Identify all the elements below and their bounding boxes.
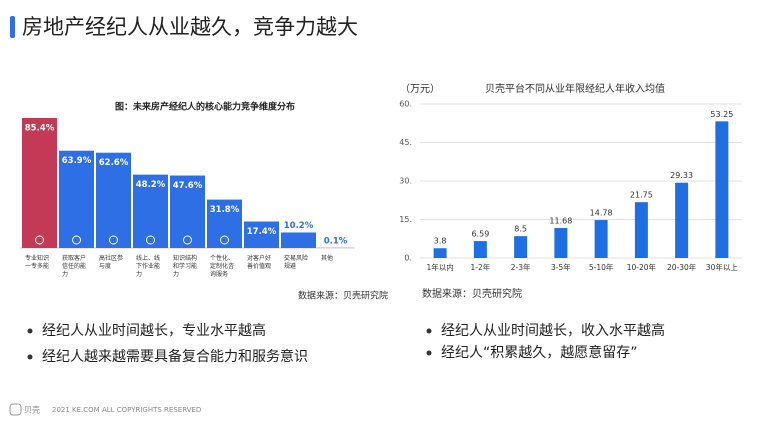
x-tick-label: 高社区参与度 xyxy=(99,254,123,270)
x-tick-label: 3-5年 xyxy=(551,262,571,272)
value-label: 14.78 xyxy=(590,209,613,218)
bar-icon xyxy=(220,235,229,245)
slide-title: 房地产经纪人从业越久，竞争力越大 xyxy=(22,15,358,39)
x-tick-label: 1-2年 xyxy=(471,262,491,272)
value-label: 11.68 xyxy=(549,217,572,226)
x-tick-label: 其他 xyxy=(321,254,333,262)
value-label: 0.1% xyxy=(324,236,348,246)
bar-icon xyxy=(35,235,44,245)
bullet xyxy=(27,354,33,360)
x-tick-label: 1年以内 xyxy=(426,262,453,272)
bar xyxy=(59,150,94,248)
value-label: 8.5 xyxy=(514,225,527,234)
bar xyxy=(281,232,316,248)
bar xyxy=(22,118,57,248)
value-label: 47.6% xyxy=(173,181,203,191)
value-label: 6.59 xyxy=(471,230,489,239)
x-tick-label: 20-30年 xyxy=(667,262,697,272)
value-label: 3.8 xyxy=(434,237,447,246)
bullet xyxy=(426,350,432,356)
chart-title: 图：未来房产经纪人的核心能力竞争维度分布 xyxy=(115,101,295,113)
bar-icon xyxy=(72,235,81,245)
bar xyxy=(594,220,608,258)
bar xyxy=(514,236,528,258)
value-label: 48.2% xyxy=(136,180,166,190)
x-tick-label: 2-3年 xyxy=(511,262,531,272)
x-tick-label: 专业知识一专多能 xyxy=(25,254,49,270)
title-accent xyxy=(10,16,15,38)
value-label: 29.33 xyxy=(670,171,693,180)
x-tick-label: 个性化、定制化咨询服务 xyxy=(210,254,234,278)
bar xyxy=(207,199,242,248)
x-tick-label: 获取客户信任的能力 xyxy=(62,254,86,278)
x-tick-label: 5-10年 xyxy=(589,262,614,272)
value-label: 53.25 xyxy=(710,110,733,119)
value-label: 10.2% xyxy=(284,221,314,231)
bullet-text: 经纪人越来越需要具备复合能力和服务意识 xyxy=(42,348,308,365)
bar xyxy=(715,121,729,258)
bar-icon xyxy=(109,235,118,245)
y-tick-label: 60. xyxy=(399,100,412,109)
x-tick-label: 交易风险规避 xyxy=(284,254,308,270)
value-label: 17.4% xyxy=(247,227,277,237)
bullet-text: 经纪人从业时间越长，专业水平越高 xyxy=(42,322,266,339)
bullet xyxy=(426,328,432,334)
bullet-text: 经纪人从业时间越长，收入水平越高 xyxy=(441,322,665,339)
footer-brand: 贝壳 xyxy=(24,405,40,415)
y-tick-label: 15. xyxy=(399,215,412,224)
x-tick-label: 10-20年 xyxy=(627,262,657,272)
y-tick-label: 30. xyxy=(399,177,412,186)
bar xyxy=(96,152,131,248)
bar xyxy=(433,248,447,258)
bullet xyxy=(27,328,33,334)
x-tick-label: 30年以上 xyxy=(706,262,739,272)
x-tick-label: 知识结构和学习能力 xyxy=(173,254,197,278)
bar xyxy=(554,228,568,258)
y-axis-label: （万元） xyxy=(400,83,440,95)
value-label: 62.6% xyxy=(99,158,129,168)
bar xyxy=(473,241,487,258)
x-tick-label: 线上、线下作业能力 xyxy=(136,254,160,278)
bar xyxy=(244,221,279,248)
bar xyxy=(634,202,648,258)
bar-icon xyxy=(146,235,155,245)
chart-title: 贝壳平台不同从业年限经纪人年收入均值 xyxy=(485,82,665,95)
value-label: 21.75 xyxy=(630,191,653,200)
source: 数据来源：贝壳研究院 xyxy=(422,287,522,300)
x-tick-label: 对客户好善价值观 xyxy=(247,254,271,270)
bar-icon xyxy=(183,235,192,245)
source: 数据来源：贝壳研究院 xyxy=(298,290,388,302)
footer-copyright: 2021 KE.COM ALL COPYRIGHTS RESERVED xyxy=(52,406,201,414)
bar xyxy=(675,182,689,258)
logo xyxy=(9,403,22,416)
y-tick-label: 45. xyxy=(399,138,412,147)
bullet-text: 经纪人“积累越久，越愿意留存” xyxy=(441,344,638,361)
value-label: 63.9% xyxy=(62,156,92,166)
y-tick-label: 0. xyxy=(404,254,412,263)
value-label: 31.8% xyxy=(210,205,240,215)
value-label: 85.4% xyxy=(25,124,55,134)
